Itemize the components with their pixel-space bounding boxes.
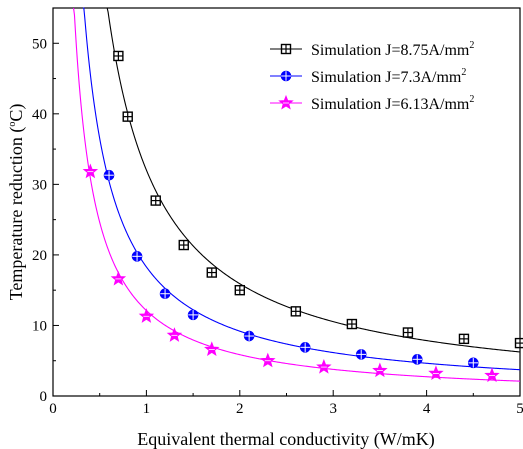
data-point-series-3-4 <box>166 327 183 342</box>
data-point-series-1-5 <box>206 267 217 278</box>
data-point-series-1-8 <box>346 318 358 330</box>
data-point-series-1-11 <box>514 337 523 349</box>
x-tick-label-2: 2 <box>236 401 244 417</box>
legend-label-series-3-sup: 2 <box>469 94 474 105</box>
legend-label-series-1: Simulation J=8.75A/mm2 <box>311 40 474 59</box>
data-point-series-2-2 <box>131 251 143 262</box>
data-point-series-3-5-star <box>204 341 220 356</box>
legend-label-series-2-main: Simulation J=7.3A/mm <box>311 69 462 86</box>
x-tick-label-1: 1 <box>143 401 151 417</box>
data-point-series-2-3 <box>159 288 171 300</box>
data-point-series-3-6-star <box>260 352 276 368</box>
x-tick-label-3: 3 <box>329 401 337 417</box>
data-point-series-3-5 <box>204 341 220 356</box>
data-point-series-3-9-star <box>428 365 444 380</box>
y-tick-label-1: 10 <box>32 318 47 334</box>
data-point-series-3-3 <box>138 308 155 323</box>
data-point-series-3-1 <box>82 163 99 179</box>
y-tick-label-5: 50 <box>32 36 47 52</box>
y-tick-label-2: 20 <box>32 248 47 264</box>
data-point-series-2-7 <box>355 349 367 360</box>
data-point-series-3-7-star <box>316 358 332 374</box>
plot-frame <box>52 7 521 397</box>
legend-marker-series-3 <box>278 94 294 110</box>
legend-symbol-series-1 <box>280 43 292 55</box>
fit-curves <box>73 7 521 382</box>
legend-label-series-1-main: Simulation J=8.75A/mm <box>311 42 470 59</box>
x-axis-title: Equivalent thermal conductivity (W/mK) <box>137 429 434 449</box>
y-tick-label-4: 40 <box>32 107 47 123</box>
legend-label-series-1-sup: 2 <box>469 40 474 51</box>
data-point-series-2-9 <box>468 357 479 369</box>
legend-label-series-3: Simulation J=6.13A/mm2 <box>311 94 474 113</box>
data-point-series-3-1-star <box>82 163 99 179</box>
data-point-series-3-2-star <box>110 270 127 286</box>
y-axis-title-degree: o <box>7 122 18 127</box>
legend-entry-series-2: Simulation J=7.3A/mm2 <box>270 67 466 86</box>
data-point-series-3-2 <box>110 270 127 286</box>
legend: Simulation J=8.75A/mm2 Simulation J=7.3A… <box>270 40 474 113</box>
data-point-series-1-2 <box>122 111 133 122</box>
data-point-series-1-6 <box>234 284 246 296</box>
data-point-series-1-10 <box>458 333 470 345</box>
data-point-series-2-4 <box>187 309 199 321</box>
legend-marker-series-1 <box>280 43 292 55</box>
data-point-series-1-1 <box>113 50 124 62</box>
legend-label-series-2-sup: 2 <box>461 67 466 78</box>
legend-entry-series-1: Simulation J=8.75A/mm2 <box>270 40 474 59</box>
y-tick-label-3: 30 <box>32 177 47 193</box>
curve-series-1 <box>106 7 521 353</box>
data-point-series-3-8-star <box>372 362 388 378</box>
legend-entry-series-3: Simulation J=6.13A/mm2 <box>270 94 474 113</box>
legend-symbol-series-2 <box>280 70 292 82</box>
data-point-series-1-9 <box>402 327 414 338</box>
y-axis-title: Temperature reduction (oC) <box>6 104 27 301</box>
legend-marker-series-2 <box>280 70 292 82</box>
data-point-series-3-6 <box>260 352 276 368</box>
data-point-series-3-7 <box>316 358 332 374</box>
data-point-series-2-6 <box>299 342 311 353</box>
curve-series-3 <box>73 7 521 382</box>
data-markers <box>82 50 523 383</box>
data-point-series-1-7 <box>290 306 302 317</box>
y-tick-label-0: 0 <box>40 389 48 405</box>
legend-symbol-series-3 <box>278 94 294 110</box>
legend-label-series-2: Simulation J=7.3A/mm2 <box>311 67 466 86</box>
x-tick-label-0: 0 <box>49 401 57 417</box>
data-point-series-1-4 <box>178 239 189 251</box>
legend-label-series-3-main: Simulation J=6.13A/mm <box>311 96 470 113</box>
data-point-series-3-10-star <box>484 367 500 383</box>
data-point-series-3-3-star <box>138 308 155 323</box>
data-point-series-1-3 <box>150 195 161 206</box>
data-point-series-3-4-star <box>166 327 183 342</box>
legend-symbol-series-3-star <box>278 94 294 110</box>
data-point-series-2-8 <box>411 354 423 365</box>
x-tick-label-5: 5 <box>516 401 523 417</box>
data-point-series-3-8 <box>372 362 388 378</box>
data-point-series-2-1 <box>103 169 115 181</box>
data-point-series-3-9 <box>428 365 444 380</box>
y-axis-title-unit: C) <box>6 104 27 122</box>
y-axis-title-main: Temperature reduction ( <box>6 127 27 301</box>
data-point-series-2-5 <box>243 330 255 342</box>
x-tick-label-4: 4 <box>423 401 431 417</box>
data-point-series-3-10 <box>484 367 500 383</box>
